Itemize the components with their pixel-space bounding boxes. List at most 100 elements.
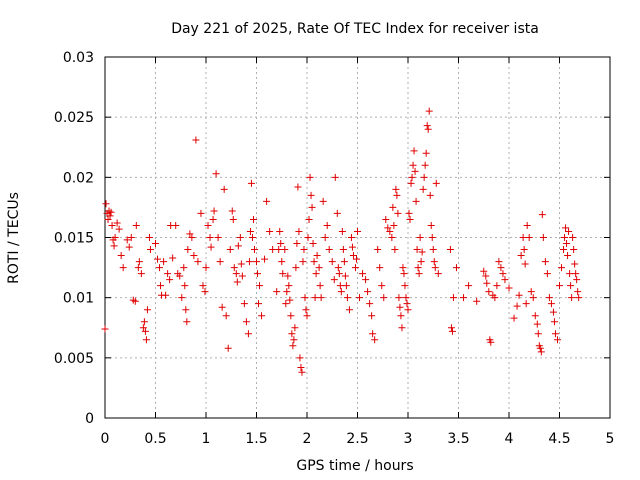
data-point: [287, 312, 295, 320]
data-point: [266, 227, 274, 235]
data-point: [230, 264, 238, 272]
data-point: [340, 258, 348, 266]
data-point: [447, 324, 455, 332]
data-point: [545, 294, 553, 302]
data-point: [491, 294, 499, 302]
data-point: [485, 288, 493, 296]
data-point: [413, 246, 421, 254]
data-point: [222, 312, 230, 320]
data-point: [414, 264, 422, 272]
data-point: [525, 234, 533, 241]
data-point: [567, 282, 575, 290]
data-point: [561, 234, 569, 241]
data-point: [446, 246, 454, 254]
data-point: [160, 258, 168, 266]
x-tick-label: 0.5: [144, 431, 166, 447]
data-point: [348, 243, 356, 251]
data-point: [289, 342, 297, 350]
data-point: [529, 294, 537, 302]
x-tick-label: 1.5: [245, 431, 267, 447]
data-point: [533, 320, 541, 328]
data-point: [566, 270, 574, 278]
y-tick-label: 0.03: [63, 50, 94, 66]
data-point: [156, 264, 164, 272]
data-point: [403, 300, 411, 308]
x-axis-ticks: 0 0.5 1 1.5 2 2.5 3 3.5 4 4.5 5: [101, 57, 615, 447]
data-point: [299, 258, 307, 266]
data-point: [415, 270, 423, 278]
y-axis-label: ROTI / TECUs: [6, 192, 22, 284]
data-point: [423, 122, 431, 130]
data-point: [434, 270, 442, 278]
data-point: [562, 224, 570, 232]
data-point: [117, 252, 125, 260]
data-point: [290, 336, 298, 344]
data-point: [283, 288, 291, 296]
data-point: [137, 270, 145, 278]
data-point: [520, 246, 528, 254]
data-point: [242, 318, 250, 326]
data-point: [140, 318, 148, 326]
data-point: [201, 288, 209, 296]
data-point: [368, 312, 376, 320]
data-point: [240, 300, 248, 308]
data-point: [424, 125, 432, 133]
data-point: [312, 270, 320, 278]
data-point: [303, 312, 311, 320]
data-point: [380, 294, 388, 302]
data-point: [113, 219, 121, 227]
data-point: [404, 306, 412, 314]
data-point: [345, 306, 353, 314]
data-point: [378, 282, 386, 290]
data-point: [258, 312, 266, 320]
data-point: [224, 344, 232, 352]
data-point: [538, 211, 546, 219]
data-point: [428, 234, 436, 241]
data-point: [176, 272, 184, 280]
data-point: [564, 252, 572, 260]
data-point: [237, 260, 245, 268]
data-point: [110, 242, 118, 250]
data-point: [152, 240, 159, 248]
data-point: [341, 272, 349, 280]
data-point: [352, 255, 360, 263]
data-point: [537, 348, 545, 356]
data-point: [401, 282, 409, 290]
y-tick-label: 0.005: [54, 351, 94, 367]
data-point: [362, 276, 370, 284]
data-point: [184, 246, 192, 254]
data-point: [166, 276, 174, 284]
data-point: [212, 170, 220, 178]
data-point: [427, 221, 435, 229]
data-point: [169, 254, 177, 262]
data-point: [335, 270, 343, 278]
data-point: [431, 264, 439, 272]
data-point: [369, 330, 377, 338]
data-point: [154, 255, 162, 263]
data-point: [310, 258, 318, 266]
data-point: [460, 294, 468, 302]
data-point: [410, 147, 418, 155]
data-point: [134, 264, 142, 272]
data-point: [178, 294, 186, 302]
data-point: [282, 300, 290, 308]
data-point: [183, 318, 191, 326]
data-point: [522, 300, 530, 308]
data-point: [255, 300, 263, 308]
data-point: [302, 306, 310, 314]
data-point: [399, 264, 407, 272]
data-point: [499, 270, 507, 278]
x-tick-label: 5: [606, 431, 615, 447]
data-point: [521, 260, 529, 268]
data-point: [541, 258, 549, 266]
data-point: [536, 344, 544, 352]
data-point: [337, 288, 345, 296]
data-point: [125, 243, 133, 251]
data-point: [425, 107, 433, 115]
data-point: [409, 161, 417, 169]
data-point: [294, 183, 302, 191]
x-tick-label: 4.5: [548, 431, 570, 447]
data-point: [407, 179, 415, 187]
data-point: [515, 291, 523, 299]
data-point: [493, 282, 501, 290]
